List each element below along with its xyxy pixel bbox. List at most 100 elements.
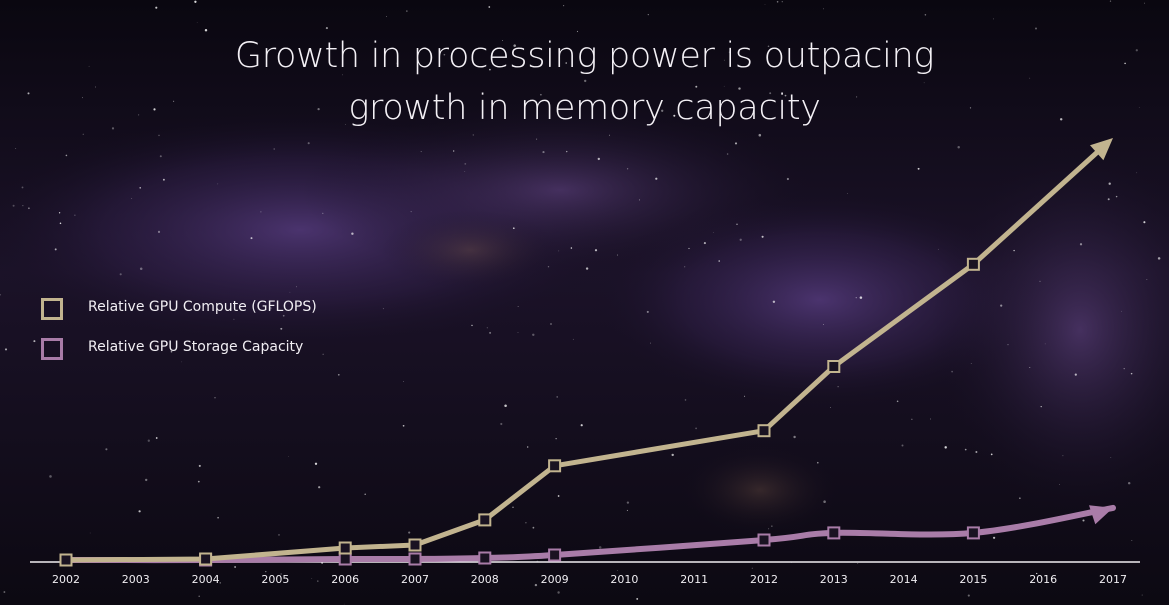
star bbox=[111, 127, 115, 130]
series-arrowhead-compute bbox=[1090, 138, 1113, 161]
star bbox=[0, 293, 1, 296]
star bbox=[944, 446, 947, 449]
star bbox=[772, 300, 776, 304]
star bbox=[781, 1, 783, 3]
star bbox=[823, 500, 826, 503]
star bbox=[769, 92, 772, 95]
star bbox=[1019, 497, 1021, 499]
star bbox=[214, 397, 216, 399]
star bbox=[158, 134, 160, 137]
star bbox=[917, 167, 920, 170]
star bbox=[975, 451, 978, 453]
star bbox=[145, 478, 148, 482]
star bbox=[12, 204, 15, 207]
data-point-compute-2007 bbox=[408, 538, 422, 552]
star bbox=[138, 510, 141, 513]
star bbox=[147, 439, 150, 442]
star bbox=[1036, 572, 1038, 575]
series-arrowhead-storage bbox=[1089, 505, 1113, 525]
star bbox=[269, 306, 272, 310]
star bbox=[536, 138, 538, 140]
star bbox=[726, 153, 729, 155]
star bbox=[776, 1, 779, 3]
star bbox=[173, 100, 175, 102]
star bbox=[410, 211, 412, 213]
star bbox=[1157, 257, 1161, 260]
star bbox=[525, 521, 527, 524]
star bbox=[471, 324, 473, 327]
star bbox=[74, 214, 76, 216]
star bbox=[636, 597, 639, 600]
star bbox=[924, 14, 927, 16]
star bbox=[364, 493, 366, 495]
star bbox=[527, 446, 529, 448]
star bbox=[89, 532, 91, 534]
star bbox=[198, 464, 201, 467]
star bbox=[345, 123, 346, 125]
star bbox=[1109, 0, 1112, 2]
star bbox=[1121, 310, 1123, 312]
star bbox=[273, 148, 275, 150]
legend-swatch-storage bbox=[41, 338, 63, 360]
star bbox=[82, 97, 83, 99]
star bbox=[1110, 457, 1112, 458]
star bbox=[967, 594, 970, 597]
star bbox=[453, 150, 455, 152]
star bbox=[723, 59, 725, 61]
x-tick-label-2013: 2013 bbox=[820, 573, 848, 586]
star bbox=[859, 296, 863, 299]
star bbox=[1130, 372, 1133, 375]
series-line-compute bbox=[63, 144, 1106, 563]
star bbox=[317, 107, 320, 111]
star bbox=[639, 199, 640, 201]
star bbox=[990, 453, 993, 456]
star bbox=[403, 381, 404, 382]
x-tick-label-2010: 2010 bbox=[610, 573, 638, 586]
chart-title: Growth in processing power is outpacing … bbox=[0, 30, 1169, 134]
star bbox=[198, 595, 200, 598]
star bbox=[105, 448, 108, 451]
star bbox=[650, 342, 651, 344]
legend-label-compute: Relative GPU Compute (GFLOPS) bbox=[88, 299, 317, 315]
star bbox=[857, 563, 859, 565]
star bbox=[584, 79, 587, 83]
star bbox=[823, 324, 824, 325]
star bbox=[131, 198, 133, 199]
star bbox=[317, 580, 319, 582]
star bbox=[751, 567, 753, 569]
star bbox=[992, 536, 996, 539]
star bbox=[504, 404, 507, 407]
star bbox=[671, 453, 674, 457]
star bbox=[1131, 539, 1133, 542]
star bbox=[1115, 195, 1118, 198]
x-tick-label-2002: 2002 bbox=[52, 573, 80, 586]
star bbox=[557, 495, 560, 497]
star bbox=[155, 437, 158, 439]
star bbox=[563, 5, 565, 7]
series-line-storage bbox=[63, 504, 1116, 564]
star bbox=[314, 462, 318, 465]
star bbox=[443, 53, 446, 56]
star bbox=[540, 93, 542, 96]
star bbox=[1035, 27, 1037, 30]
star bbox=[570, 247, 573, 249]
star bbox=[1029, 77, 1031, 79]
data-point-storage-2013 bbox=[827, 526, 841, 540]
star bbox=[550, 323, 552, 325]
star bbox=[930, 418, 931, 420]
star bbox=[264, 341, 266, 344]
star bbox=[382, 308, 384, 310]
x-tick-label-2016: 2016 bbox=[1029, 573, 1057, 586]
star bbox=[95, 86, 96, 88]
star bbox=[597, 157, 600, 161]
star bbox=[723, 85, 725, 87]
star bbox=[970, 363, 972, 364]
data-point-storage-2015 bbox=[966, 526, 980, 540]
star bbox=[572, 338, 574, 340]
star bbox=[386, 16, 387, 17]
star bbox=[830, 407, 831, 409]
star bbox=[695, 427, 697, 430]
star bbox=[1082, 519, 1085, 522]
star bbox=[594, 249, 598, 252]
star bbox=[351, 232, 354, 235]
